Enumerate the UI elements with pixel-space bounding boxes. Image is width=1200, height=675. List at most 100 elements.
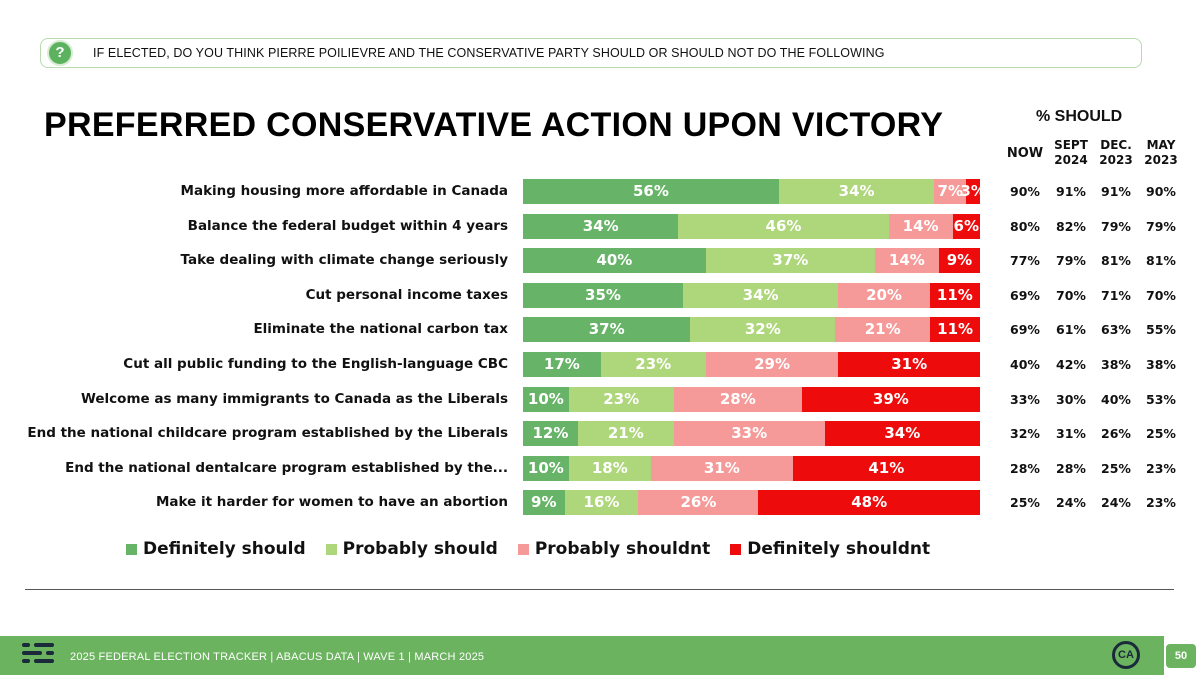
data-label: 37% [588, 320, 625, 339]
question-banner [40, 38, 1142, 68]
bar-segment [888, 213, 953, 239]
trend-value: 26% [1101, 426, 1131, 442]
bar-segment [930, 317, 980, 343]
trend-value: 79% [1056, 253, 1086, 269]
trend-value: 91% [1101, 184, 1131, 199]
bar-segment [835, 317, 931, 343]
trend-column-header: NOW [1006, 146, 1044, 161]
data-label: 23% [603, 389, 640, 408]
row-label: Balance the federal budget within 4 year… [187, 217, 508, 234]
trend-value: 69% [1010, 287, 1040, 303]
bar-segment [705, 248, 875, 274]
data-label: 10% [527, 458, 564, 477]
legend-swatch [126, 543, 137, 555]
trend-value: 23% [1146, 460, 1176, 476]
trend-value: 25% [1146, 426, 1176, 442]
trend-value: 40% [1101, 391, 1131, 407]
trend-value: 79% [1146, 218, 1176, 234]
data-label: 21% [864, 320, 901, 339]
data-label: 37% [772, 251, 809, 270]
footer-text: 2025 FEDERAL ELECTION TRACKER | ABACUS D… [70, 651, 485, 663]
data-label: 31% [891, 355, 928, 373]
trend-value: 53% [1146, 391, 1176, 407]
legend-label: Probably should [342, 539, 498, 559]
bar-segment [523, 455, 569, 481]
bar-segment [682, 282, 839, 308]
row-label: Welcome as many immigrants to Canada as … [80, 390, 508, 407]
trend-value: 32% [1010, 426, 1040, 442]
trend-value: 25% [1101, 460, 1131, 476]
data-label: 34% [742, 285, 779, 304]
trend-value: 23% [1146, 495, 1176, 511]
data-label: 11% [937, 320, 974, 339]
bar-segment [568, 386, 674, 412]
data-label: 26% [680, 493, 717, 512]
bar-segment [523, 179, 779, 204]
trend-value: 61% [1056, 322, 1086, 338]
data-label: 32% [744, 320, 781, 339]
bar-segment [690, 317, 836, 343]
trend-value: 42% [1056, 357, 1086, 372]
trend-column-header: DEC. 2023 [1099, 138, 1133, 167]
bar-segment [600, 352, 706, 377]
question-icon: ? [47, 40, 73, 66]
data-label: 33% [731, 424, 768, 443]
data-label: 17% [543, 355, 580, 373]
bar-segment [523, 490, 565, 516]
ca-badge-icon: CA [1112, 641, 1140, 669]
trend-value: 55% [1146, 322, 1176, 338]
trend-value: 79% [1101, 218, 1131, 234]
bar-segment [838, 282, 930, 308]
bar-segment [638, 490, 759, 516]
divider [25, 589, 1174, 590]
page-number: 50 [1166, 644, 1196, 668]
legend-swatch [325, 543, 337, 555]
row-label: End the national childcare program estab… [27, 425, 508, 442]
data-label: 34% [884, 424, 921, 443]
bar-segment [838, 352, 980, 377]
legend-label: Definitely shouldnt [747, 539, 931, 559]
trend-value: 31% [1056, 426, 1086, 442]
data-label: 20% [866, 285, 902, 304]
legend-label: Definitely should [143, 539, 306, 559]
chart-title: PREFERRED CONSERVATIVE ACTION UPON VICTO… [44, 106, 944, 144]
bar-segment [705, 352, 839, 377]
bar-segment [966, 179, 980, 204]
data-label: 39% [872, 389, 909, 408]
data-label: 29% [754, 355, 791, 373]
bar-segment [934, 179, 967, 204]
trend-value: 40% [1010, 357, 1040, 372]
data-label: 16% [583, 493, 620, 512]
trend-value: 91% [1056, 184, 1086, 199]
trend-value: 33% [1010, 391, 1040, 407]
bar-segment [792, 455, 980, 481]
trend-value: 69% [1010, 322, 1040, 338]
trend-value: 82% [1056, 218, 1086, 234]
trend-value: 81% [1101, 253, 1131, 269]
data-label: 48% [851, 493, 888, 512]
bar-segment [523, 282, 683, 308]
chart-legend: Definitely should Probably should Probably… [126, 539, 930, 559]
data-label: 31% [703, 458, 740, 477]
footer-bar [0, 636, 1164, 675]
data-label: 35% [585, 285, 621, 304]
legend-swatch [517, 543, 529, 555]
data-label: 46% [765, 216, 802, 235]
row-label: Cut all public funding to the English-la… [123, 356, 508, 372]
trend-value: 24% [1056, 495, 1086, 511]
trend-value: 81% [1146, 253, 1176, 269]
bar-segment [523, 317, 691, 343]
legend-item: Probably shouldnt [517, 539, 710, 559]
data-label: 18% [591, 458, 628, 477]
data-label: 7% [937, 182, 964, 200]
legend-item: Probably should [325, 539, 498, 559]
trend-value: 90% [1010, 184, 1040, 199]
bar-segment [758, 490, 980, 516]
trend-value: 28% [1010, 460, 1040, 476]
bar-segment [824, 421, 980, 447]
data-label: 12% [532, 424, 569, 443]
bar-segment [564, 490, 639, 516]
data-label: 6% [953, 216, 980, 235]
trend-value: 90% [1146, 184, 1176, 199]
row-label: End the national dentalcare program esta… [65, 459, 508, 476]
